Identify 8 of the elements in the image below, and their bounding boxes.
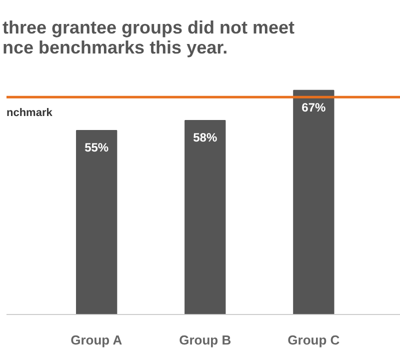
data-label: 55% bbox=[84, 140, 109, 155]
chart-title: three grantee groups did not meet nce benchmarks this year. bbox=[2, 18, 295, 58]
data-label: 67% bbox=[302, 100, 326, 114]
ref-line-label: nchmark bbox=[6, 107, 54, 120]
data-label: 58% bbox=[193, 130, 218, 145]
x-tick-label: Group A bbox=[70, 332, 123, 348]
x-tick-label: Group C bbox=[288, 332, 340, 348]
x-tick-label: Group B bbox=[179, 332, 232, 348]
